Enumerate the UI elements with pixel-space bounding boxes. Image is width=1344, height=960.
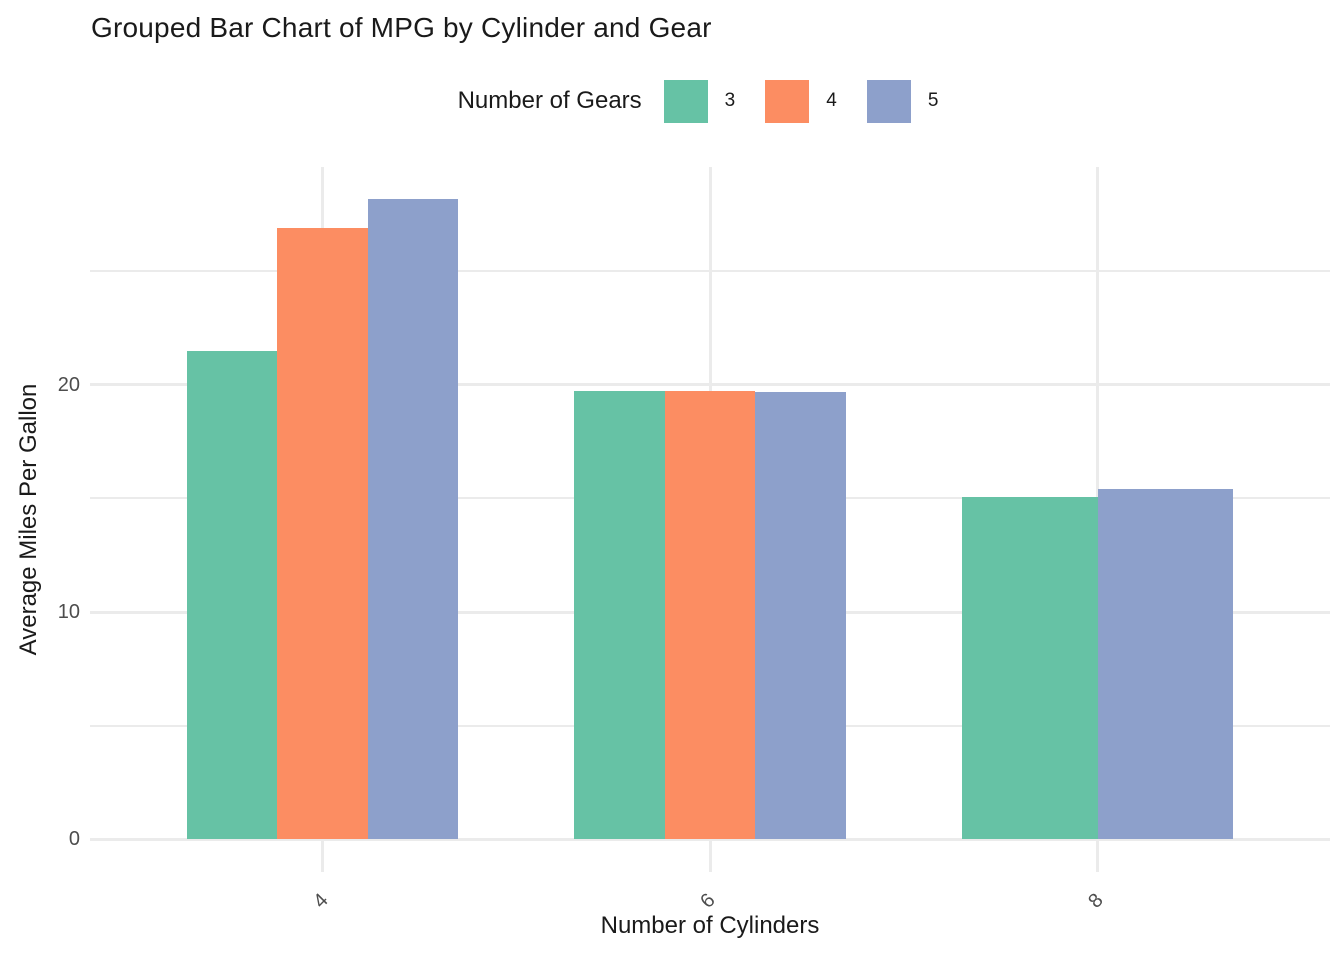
plot-panel <box>90 167 1330 872</box>
y-tick-label-0: 0 <box>68 828 80 851</box>
legend-entry-gear-5: 5 <box>866 79 963 123</box>
bar-cyl8-gear3 <box>961 497 1098 840</box>
x-axis-title: Number of Cylinders <box>600 912 820 939</box>
legend-swatch-gear-3 <box>663 79 708 123</box>
y-tick-label-20: 20 <box>57 373 80 396</box>
bar-cyl4-gear3 <box>186 350 278 840</box>
y-axis-tick-labels: 0 10 20 <box>0 167 80 872</box>
legend: Number of Gears 3 4 5 <box>90 77 1330 125</box>
bar-cyl4-gear4 <box>277 227 368 840</box>
chart-title: Grouped Bar Chart of MPG by Cylinder and… <box>91 12 712 43</box>
bar-cyl8-gear5 <box>1097 489 1234 840</box>
legend-label-gear-3: 3 <box>724 90 736 111</box>
legend-entry-gear-4: 4 <box>765 79 861 123</box>
bar-cyl6-gear5 <box>755 391 846 840</box>
bar-cyl4-gear5 <box>367 198 459 840</box>
bar-cyl6-gear4 <box>664 390 756 840</box>
y-tick-label-10: 10 <box>57 601 80 624</box>
legend-title: Number of Gears <box>457 87 642 114</box>
legend-label-gear-4: 4 <box>826 90 837 111</box>
legend-swatch-gear-4 <box>765 79 810 123</box>
y-axis-title: Average Miles Per Gallon <box>15 383 42 656</box>
legend-swatch-gear-5 <box>866 79 911 123</box>
bar-cyl6-gear3 <box>574 390 665 840</box>
legend-label-gear-5: 5 <box>927 90 939 111</box>
legend-entry-gear-3: 3 <box>663 79 760 123</box>
